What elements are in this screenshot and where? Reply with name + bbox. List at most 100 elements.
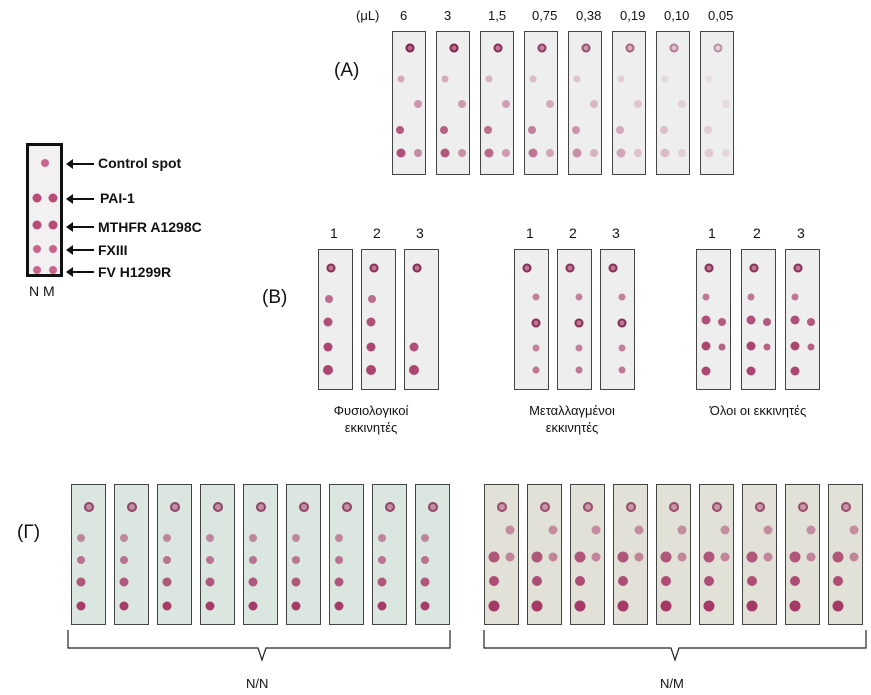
spot: [206, 556, 214, 564]
spot: [378, 556, 386, 564]
spot: [718, 343, 726, 351]
spot: [660, 148, 670, 158]
spot: [790, 341, 800, 351]
strip-a: [392, 31, 426, 175]
spot: [529, 75, 537, 83]
spot: [396, 148, 406, 158]
spot: [537, 43, 547, 53]
spot: [325, 295, 333, 303]
spot: [841, 502, 851, 512]
spot: [616, 148, 626, 158]
spot: [32, 220, 42, 230]
spot: [720, 525, 730, 535]
spot: [497, 502, 507, 512]
spot: [377, 601, 387, 611]
spot: [798, 502, 808, 512]
strip-b: [557, 249, 592, 390]
spot: [48, 193, 58, 203]
arrow-icon: [66, 245, 94, 255]
volume-label: 0,75: [532, 8, 558, 23]
spot: [617, 318, 627, 328]
spot: [590, 149, 598, 157]
spot: [33, 266, 41, 274]
strip-b: [741, 249, 776, 390]
spot: [458, 100, 466, 108]
ref-label-pai1: PAI-1: [100, 190, 135, 206]
caption-line: εκκινητές: [344, 420, 398, 435]
spot: [701, 315, 711, 325]
spot: [807, 343, 815, 351]
caption-line: εκκινητές: [545, 420, 599, 435]
spot: [572, 148, 582, 158]
spot: [574, 600, 586, 612]
spot: [702, 293, 710, 301]
spot: [575, 366, 583, 374]
spot: [574, 318, 584, 328]
strip-number: 3: [797, 225, 805, 241]
spot: [41, 159, 49, 167]
spot: [660, 600, 672, 612]
spot: [669, 502, 679, 512]
spot: [660, 551, 672, 563]
spot: [323, 317, 333, 327]
spot: [385, 502, 395, 512]
spot: [703, 551, 715, 563]
spot: [548, 525, 558, 535]
arrow-icon: [66, 222, 94, 232]
spot: [532, 293, 540, 301]
spot: [428, 502, 438, 512]
strip-a: [524, 31, 558, 175]
volume-label: 3: [444, 8, 452, 23]
spot: [763, 552, 773, 562]
spot: [746, 551, 758, 563]
arrow-icon: [66, 159, 94, 169]
spot: [616, 126, 624, 134]
spot: [120, 556, 128, 564]
strip-a: [656, 31, 690, 175]
spot: [292, 534, 300, 542]
spot: [119, 601, 129, 611]
strip-nn: [71, 484, 106, 625]
spot: [591, 525, 601, 535]
strip-b: [404, 249, 439, 390]
volume-label: 0,38: [576, 8, 602, 23]
spot: [397, 75, 405, 83]
ref-label-mthfr: MTHFR A1298C: [98, 219, 202, 235]
volume-label: 0,10: [664, 8, 690, 23]
spot: [720, 552, 730, 562]
spot: [617, 600, 629, 612]
spot: [414, 100, 422, 108]
spot: [440, 126, 448, 134]
spot: [323, 342, 333, 352]
spot: [625, 43, 635, 53]
spot: [617, 75, 625, 83]
spot: [806, 525, 816, 535]
spot: [127, 502, 137, 512]
strip-b: [514, 249, 549, 390]
spot: [763, 318, 771, 326]
strip-nn: [200, 484, 235, 625]
strip-b: [785, 249, 820, 390]
spot: [608, 263, 618, 273]
spot: [485, 75, 493, 83]
spot: [335, 534, 343, 542]
group-label-nn: N/N: [246, 676, 269, 691]
spot: [396, 126, 404, 134]
panel-b-caption-all: Όλοι οι εκκινητές: [690, 402, 826, 419]
strip-number: 2: [373, 225, 381, 241]
spot: [678, 149, 686, 157]
volume-label: 6: [400, 8, 408, 23]
spot: [531, 318, 541, 328]
volume-label: 0,05: [708, 8, 734, 23]
spot: [789, 551, 801, 563]
strip-b: [600, 249, 635, 390]
group-label-nm: N/M: [660, 676, 684, 691]
spot: [366, 317, 376, 327]
strip-number: 2: [569, 225, 577, 241]
spot: [326, 263, 336, 273]
strip-nn: [372, 484, 407, 625]
spot: [704, 148, 714, 158]
spot: [755, 502, 765, 512]
spot: [790, 366, 800, 376]
strip-nm: [570, 484, 605, 625]
